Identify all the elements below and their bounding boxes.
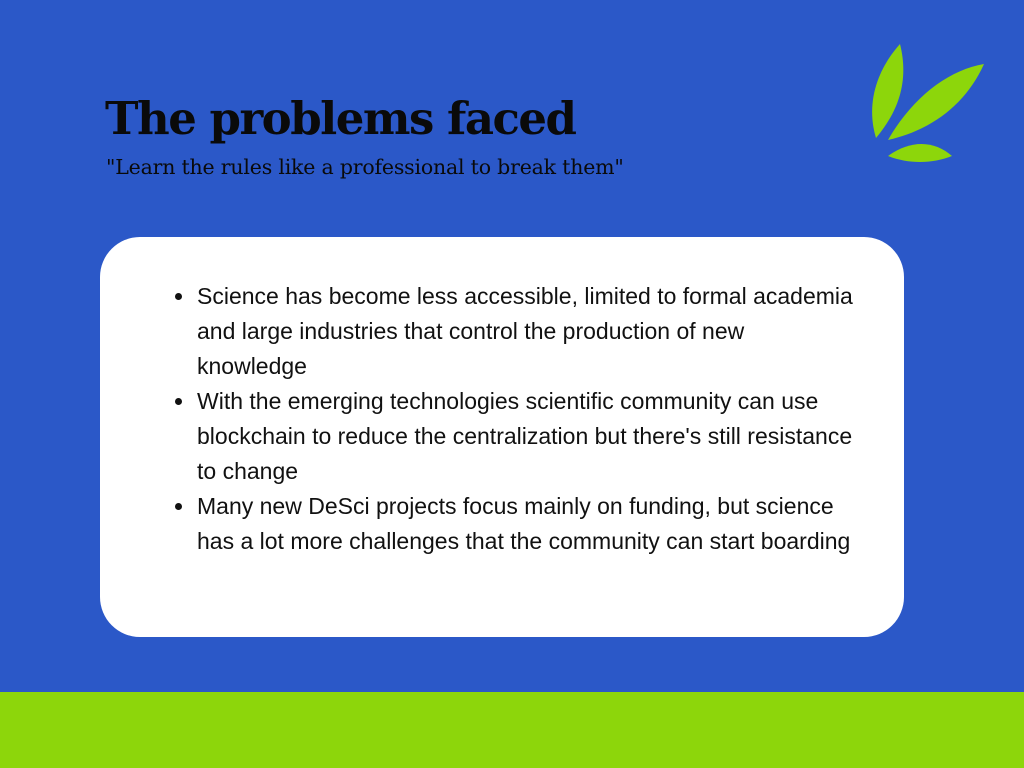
slide-subtitle: "Learn the rules like a professional to … [106, 155, 624, 179]
bullet-dot-icon [175, 293, 182, 300]
content-card: Science has become less accessible, limi… [100, 237, 904, 637]
list-item: Many new DeSci projects focus mainly on … [175, 489, 857, 559]
bottom-accent-band [0, 692, 1024, 768]
leaf-shape-small [888, 144, 952, 162]
leaf-logo-icon [872, 44, 984, 162]
leaf-shape-tall [872, 44, 904, 138]
leaf-shape-long [888, 64, 984, 140]
bullet-dot-icon [175, 398, 182, 405]
list-item-text: Science has become less accessible, limi… [197, 283, 853, 379]
list-item: Science has become less accessible, limi… [175, 279, 857, 384]
bullet-dot-icon [175, 503, 182, 510]
list-item: With the emerging technologies scientifi… [175, 384, 857, 489]
bullet-list: Science has become less accessible, limi… [175, 279, 857, 559]
slide-title: The problems faced [105, 92, 577, 145]
list-item-text: With the emerging technologies scientifi… [197, 388, 853, 484]
list-item-text: Many new DeSci projects focus mainly on … [197, 493, 851, 554]
